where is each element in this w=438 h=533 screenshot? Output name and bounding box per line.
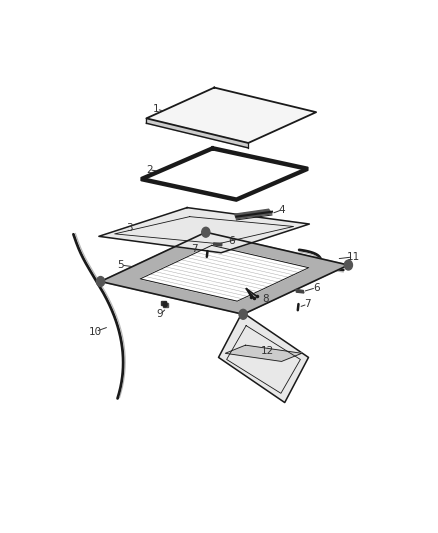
- Text: 11: 11: [347, 252, 360, 262]
- Text: 5: 5: [118, 260, 124, 270]
- Polygon shape: [296, 289, 304, 293]
- Circle shape: [202, 227, 210, 237]
- Polygon shape: [101, 232, 348, 314]
- Text: 6: 6: [313, 282, 319, 293]
- Polygon shape: [170, 157, 279, 189]
- Text: 8: 8: [262, 294, 268, 304]
- Polygon shape: [140, 245, 309, 301]
- Polygon shape: [163, 303, 169, 307]
- Polygon shape: [235, 209, 272, 219]
- Circle shape: [239, 309, 247, 319]
- Polygon shape: [146, 118, 248, 148]
- Polygon shape: [161, 301, 166, 305]
- Text: 4: 4: [279, 205, 286, 215]
- Text: 12: 12: [261, 346, 275, 356]
- Polygon shape: [225, 345, 302, 361]
- Text: 7: 7: [191, 245, 197, 254]
- Polygon shape: [146, 87, 316, 143]
- Polygon shape: [214, 243, 222, 246]
- Text: 6: 6: [228, 236, 235, 246]
- Text: 3: 3: [126, 223, 133, 233]
- Polygon shape: [219, 312, 308, 402]
- Text: 1: 1: [153, 104, 160, 114]
- Text: 9: 9: [157, 309, 163, 319]
- Circle shape: [344, 260, 353, 270]
- Polygon shape: [141, 147, 307, 198]
- Text: 2: 2: [146, 165, 152, 175]
- Polygon shape: [99, 207, 309, 253]
- Text: 7: 7: [304, 299, 311, 309]
- Text: 10: 10: [89, 327, 102, 336]
- Circle shape: [163, 302, 167, 307]
- Circle shape: [96, 277, 105, 286]
